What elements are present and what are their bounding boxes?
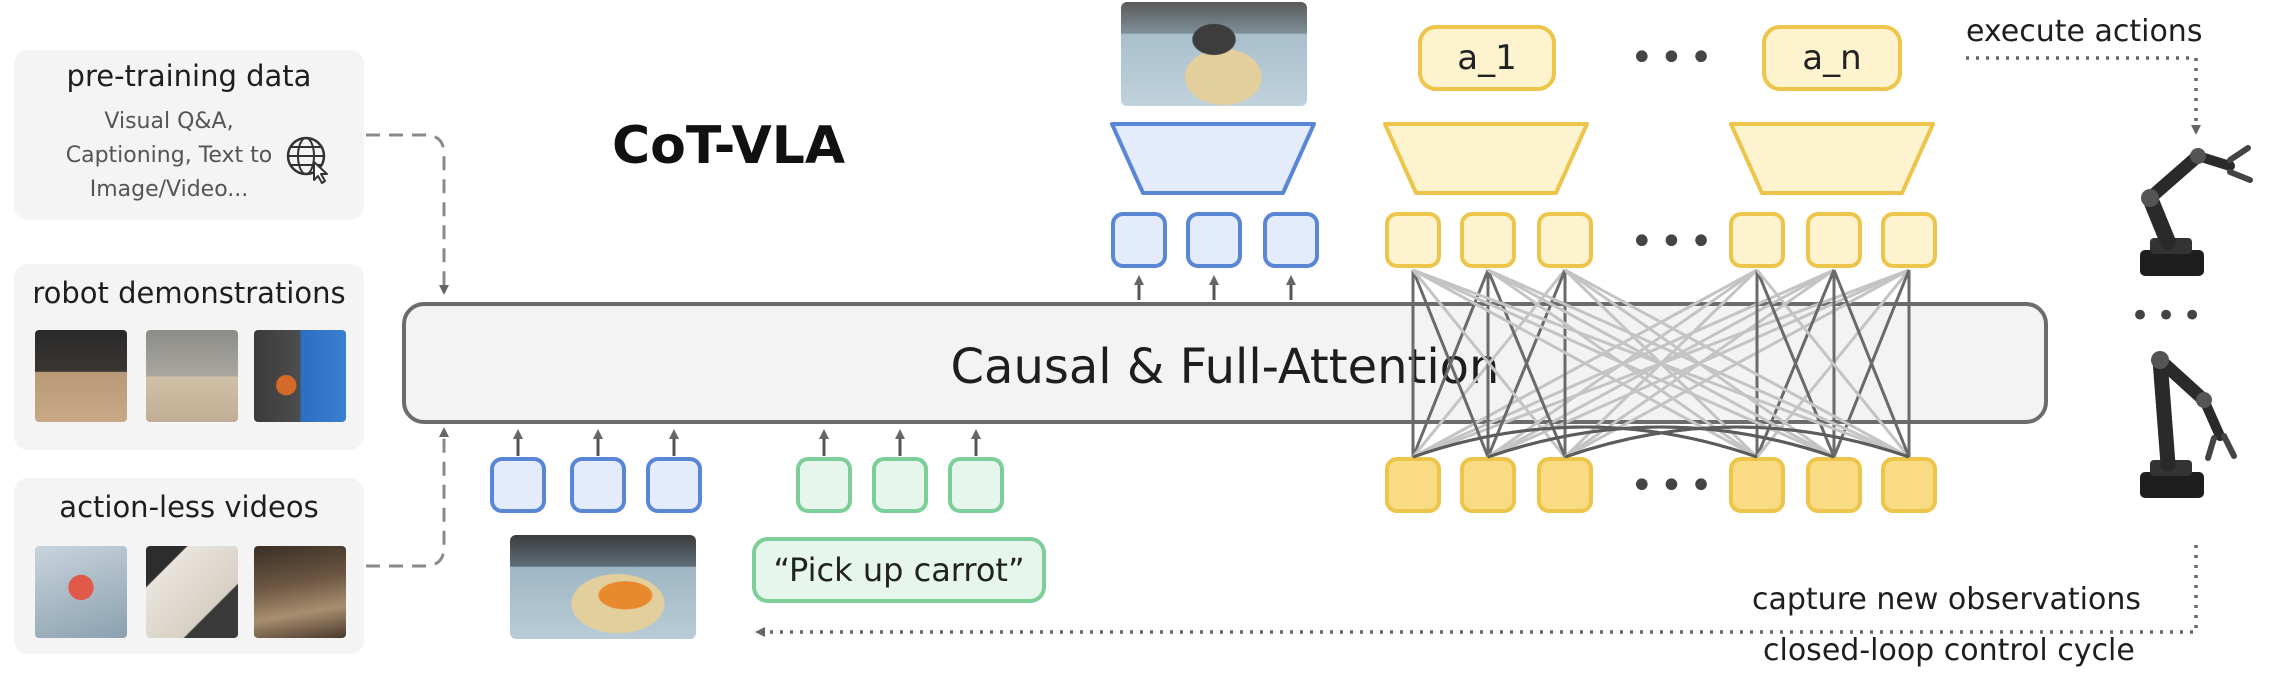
- language-token: [872, 457, 928, 513]
- action-less-thumb-1: [35, 546, 127, 638]
- control-cycle-caption: closed-loop control cycle: [1763, 633, 2135, 668]
- action-decoder-1: [1383, 122, 1589, 195]
- action-input-token: [1881, 457, 1937, 513]
- observation-token: [570, 457, 626, 513]
- pretraining-line-1: Visual Q&A,: [104, 109, 234, 134]
- capture-observations-caption: capture new observations: [1752, 582, 2141, 617]
- pretraining-line-3: Image/Video...: [89, 177, 249, 202]
- action-output-token: [1537, 212, 1593, 268]
- language-prompt: “Pick up carrot”: [752, 537, 1046, 603]
- robot-demo-thumb-1: [35, 330, 127, 422]
- subgoal-token: [1263, 212, 1319, 268]
- attention-block: Causal & Full-Attention: [402, 302, 2048, 424]
- image-decoder: [1110, 122, 1316, 195]
- robot-arm-icon: [2140, 351, 2237, 498]
- action-output-token: [1729, 212, 1785, 268]
- execute-actions-caption: execute actions: [1966, 14, 2203, 49]
- action-decoder-n: [1729, 122, 1935, 195]
- model-title: CoT-VLA: [612, 116, 846, 176]
- robot-demo-thumb-2: [146, 330, 238, 422]
- language-token: [796, 457, 852, 513]
- action-an: a_n: [1762, 25, 1902, 91]
- action-output-token: [1385, 212, 1441, 268]
- pretraining-title: pre-training data: [66, 59, 312, 93]
- action-less-title: action-less videos: [59, 490, 319, 524]
- pretraining-panel: pre-training data Visual Q&A, Captioning…: [14, 50, 364, 220]
- subgoal-token: [1186, 212, 1242, 268]
- observation-token: [646, 457, 702, 513]
- action-output-token: [1460, 212, 1516, 268]
- action-input-token: [1460, 457, 1516, 513]
- globe-cursor-icon: [286, 136, 328, 184]
- observation-token: [490, 457, 546, 513]
- execute-arrow: [1966, 56, 2201, 135]
- current-observation-image: [510, 535, 696, 639]
- attention-label: Causal & Full-Attention: [950, 339, 1500, 395]
- action-input-token: [1806, 457, 1862, 513]
- robot-demo-title: robot demonstrations: [32, 276, 346, 310]
- capture-arrow: [755, 545, 2198, 637]
- subgoal-image: [1121, 2, 1307, 106]
- subgoal-token: [1111, 212, 1167, 268]
- pretraining-line-2: Captioning, Text to: [65, 143, 273, 168]
- pretraining-feed-arrow: [366, 133, 449, 295]
- action-input-token: [1385, 457, 1441, 513]
- robot-demo-panel: robot demonstrations: [14, 264, 364, 450]
- action-input-token: [1537, 457, 1593, 513]
- action-input-token: [1729, 457, 1785, 513]
- robot-arm-icon: [2140, 145, 2253, 276]
- action-output-token: [1806, 212, 1862, 268]
- robot-demo-thumb-3: [254, 330, 346, 422]
- action-less-thumb-2: [146, 546, 238, 638]
- action-less-thumb-3: [254, 546, 346, 638]
- action-output-token: [1881, 212, 1937, 268]
- language-token: [948, 457, 1004, 513]
- action-less-panel: action-less videos: [14, 478, 364, 654]
- action-a1: a_1: [1418, 25, 1556, 91]
- actionless-feed-arrow: [366, 427, 449, 568]
- pretraining-description: Visual Q&A, Captioning, Text to Image/Vi…: [44, 105, 294, 207]
